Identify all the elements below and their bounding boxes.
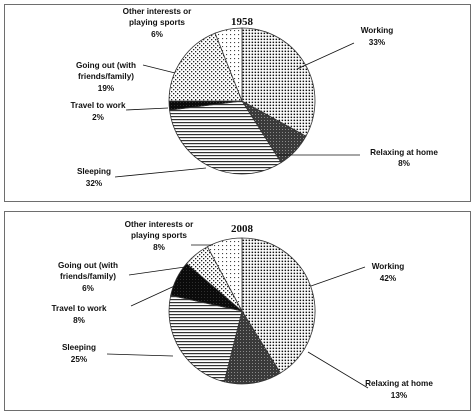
leader-line-travel-to-work-2008 <box>130 282 182 307</box>
label-travel-to-work-1958: Travel to work 2% <box>70 101 126 122</box>
slice-other-interests-1958 <box>214 27 243 102</box>
value-label-working-1958: 33% <box>369 38 386 47</box>
label-text-going-out-1958: friends/family) <box>78 72 134 81</box>
label-going-out-1958: Going out (with friends/family) 19% <box>76 61 136 93</box>
label-sleeping-1958: Sleeping 32% <box>77 167 111 188</box>
value-label-other-interests-2008: 8% <box>153 243 166 252</box>
pie-svg-1958: 1958 Working 33% Relaxing at home 8% Sleeping… <box>70 7 438 188</box>
leader-line-sleeping-2008 <box>106 353 174 357</box>
label-text-sleeping-2008: Sleeping <box>62 343 96 352</box>
label-text-going-out-2008: Going out (with <box>58 261 118 270</box>
label-text-other-interests-2008: Other interests or <box>125 220 195 229</box>
label-text-working-1958: Working <box>361 26 394 35</box>
slice-sleeping-1958 <box>169 100 282 175</box>
slice-sleeping-2008 <box>168 294 243 383</box>
label-relaxing-at-home-2008: Relaxing at home 13% <box>365 379 433 400</box>
slice-relaxing-at-home-2008 <box>223 309 281 385</box>
value-label-travel-to-work-2008: 8% <box>73 316 86 325</box>
label-text-other-interests-1958: Other interests or <box>123 7 193 16</box>
chart-title-1958: 1958 <box>231 16 254 28</box>
leader-line-going-out-1958 <box>142 64 176 74</box>
slice-other-interests-2008 <box>206 237 243 312</box>
chart-title-2008: 2008 <box>231 223 254 235</box>
slice-working-1958 <box>241 27 316 137</box>
pie-chart-2008: 2008 Working 42% Relaxing at home 13% Sleepin… <box>4 211 471 411</box>
leader-line-working-1958 <box>296 42 355 70</box>
label-text-going-out-1958: Going out (with <box>76 61 136 70</box>
label-text-travel-to-work-2008: Travel to work <box>51 304 107 313</box>
label-text-relaxing-at-home-2008: Relaxing at home <box>365 379 433 388</box>
label-working-1958: Working 33% <box>361 26 394 47</box>
leader-line-going-out-2008 <box>128 266 186 276</box>
leader-line-working-2008 <box>310 266 366 287</box>
label-going-out-2008: Going out (with friends/family) 6% <box>58 261 118 293</box>
leader-line-sleeping-1958 <box>114 167 207 178</box>
value-label-working-2008: 42% <box>380 274 397 283</box>
label-travel-to-work-2008: Travel to work 8% <box>51 304 107 325</box>
value-label-relaxing-at-home-1958: 8% <box>398 159 411 168</box>
label-working-2008: Working 42% <box>372 262 405 283</box>
label-text-other-interests-2008: playing sports <box>131 231 187 240</box>
value-label-going-out-1958: 19% <box>98 84 115 93</box>
label-text-sleeping-1958: Sleeping <box>77 167 111 176</box>
label-other-interests-2008: Other interests or playing sports 8% <box>125 220 195 252</box>
slice-going-out-1958 <box>168 32 243 102</box>
leader-line-travel-to-work-1958 <box>125 107 169 111</box>
value-label-sleeping-1958: 32% <box>86 179 103 188</box>
value-label-other-interests-1958: 6% <box>151 30 164 39</box>
label-sleeping-2008: Sleeping 25% <box>62 343 96 364</box>
label-text-travel-to-work-1958: Travel to work <box>70 101 126 110</box>
label-text-other-interests-1958: playing sports <box>129 18 185 27</box>
label-text-relaxing-at-home-1958: Relaxing at home <box>370 148 438 157</box>
leader-line-relaxing-at-home-2008 <box>307 351 369 389</box>
slice-working-2008 <box>241 237 316 374</box>
value-label-relaxing-at-home-2008: 13% <box>391 391 408 400</box>
value-label-travel-to-work-1958: 2% <box>92 113 105 122</box>
value-label-sleeping-2008: 25% <box>71 355 88 364</box>
label-text-working-2008: Working <box>372 262 405 271</box>
label-other-interests-1958: Other interests or playing sports 6% <box>123 7 193 39</box>
pie-svg-2008: 2008 Working 42% Relaxing at home 13% Sleepin… <box>51 220 433 400</box>
pie-chart-1958: 1958 Working 33% Relaxing at home 8% Sleeping… <box>4 4 471 202</box>
value-label-going-out-2008: 6% <box>82 284 95 293</box>
label-relaxing-at-home-1958: Relaxing at home 8% <box>370 148 438 168</box>
label-text-going-out-2008: friends/family) <box>60 272 116 281</box>
